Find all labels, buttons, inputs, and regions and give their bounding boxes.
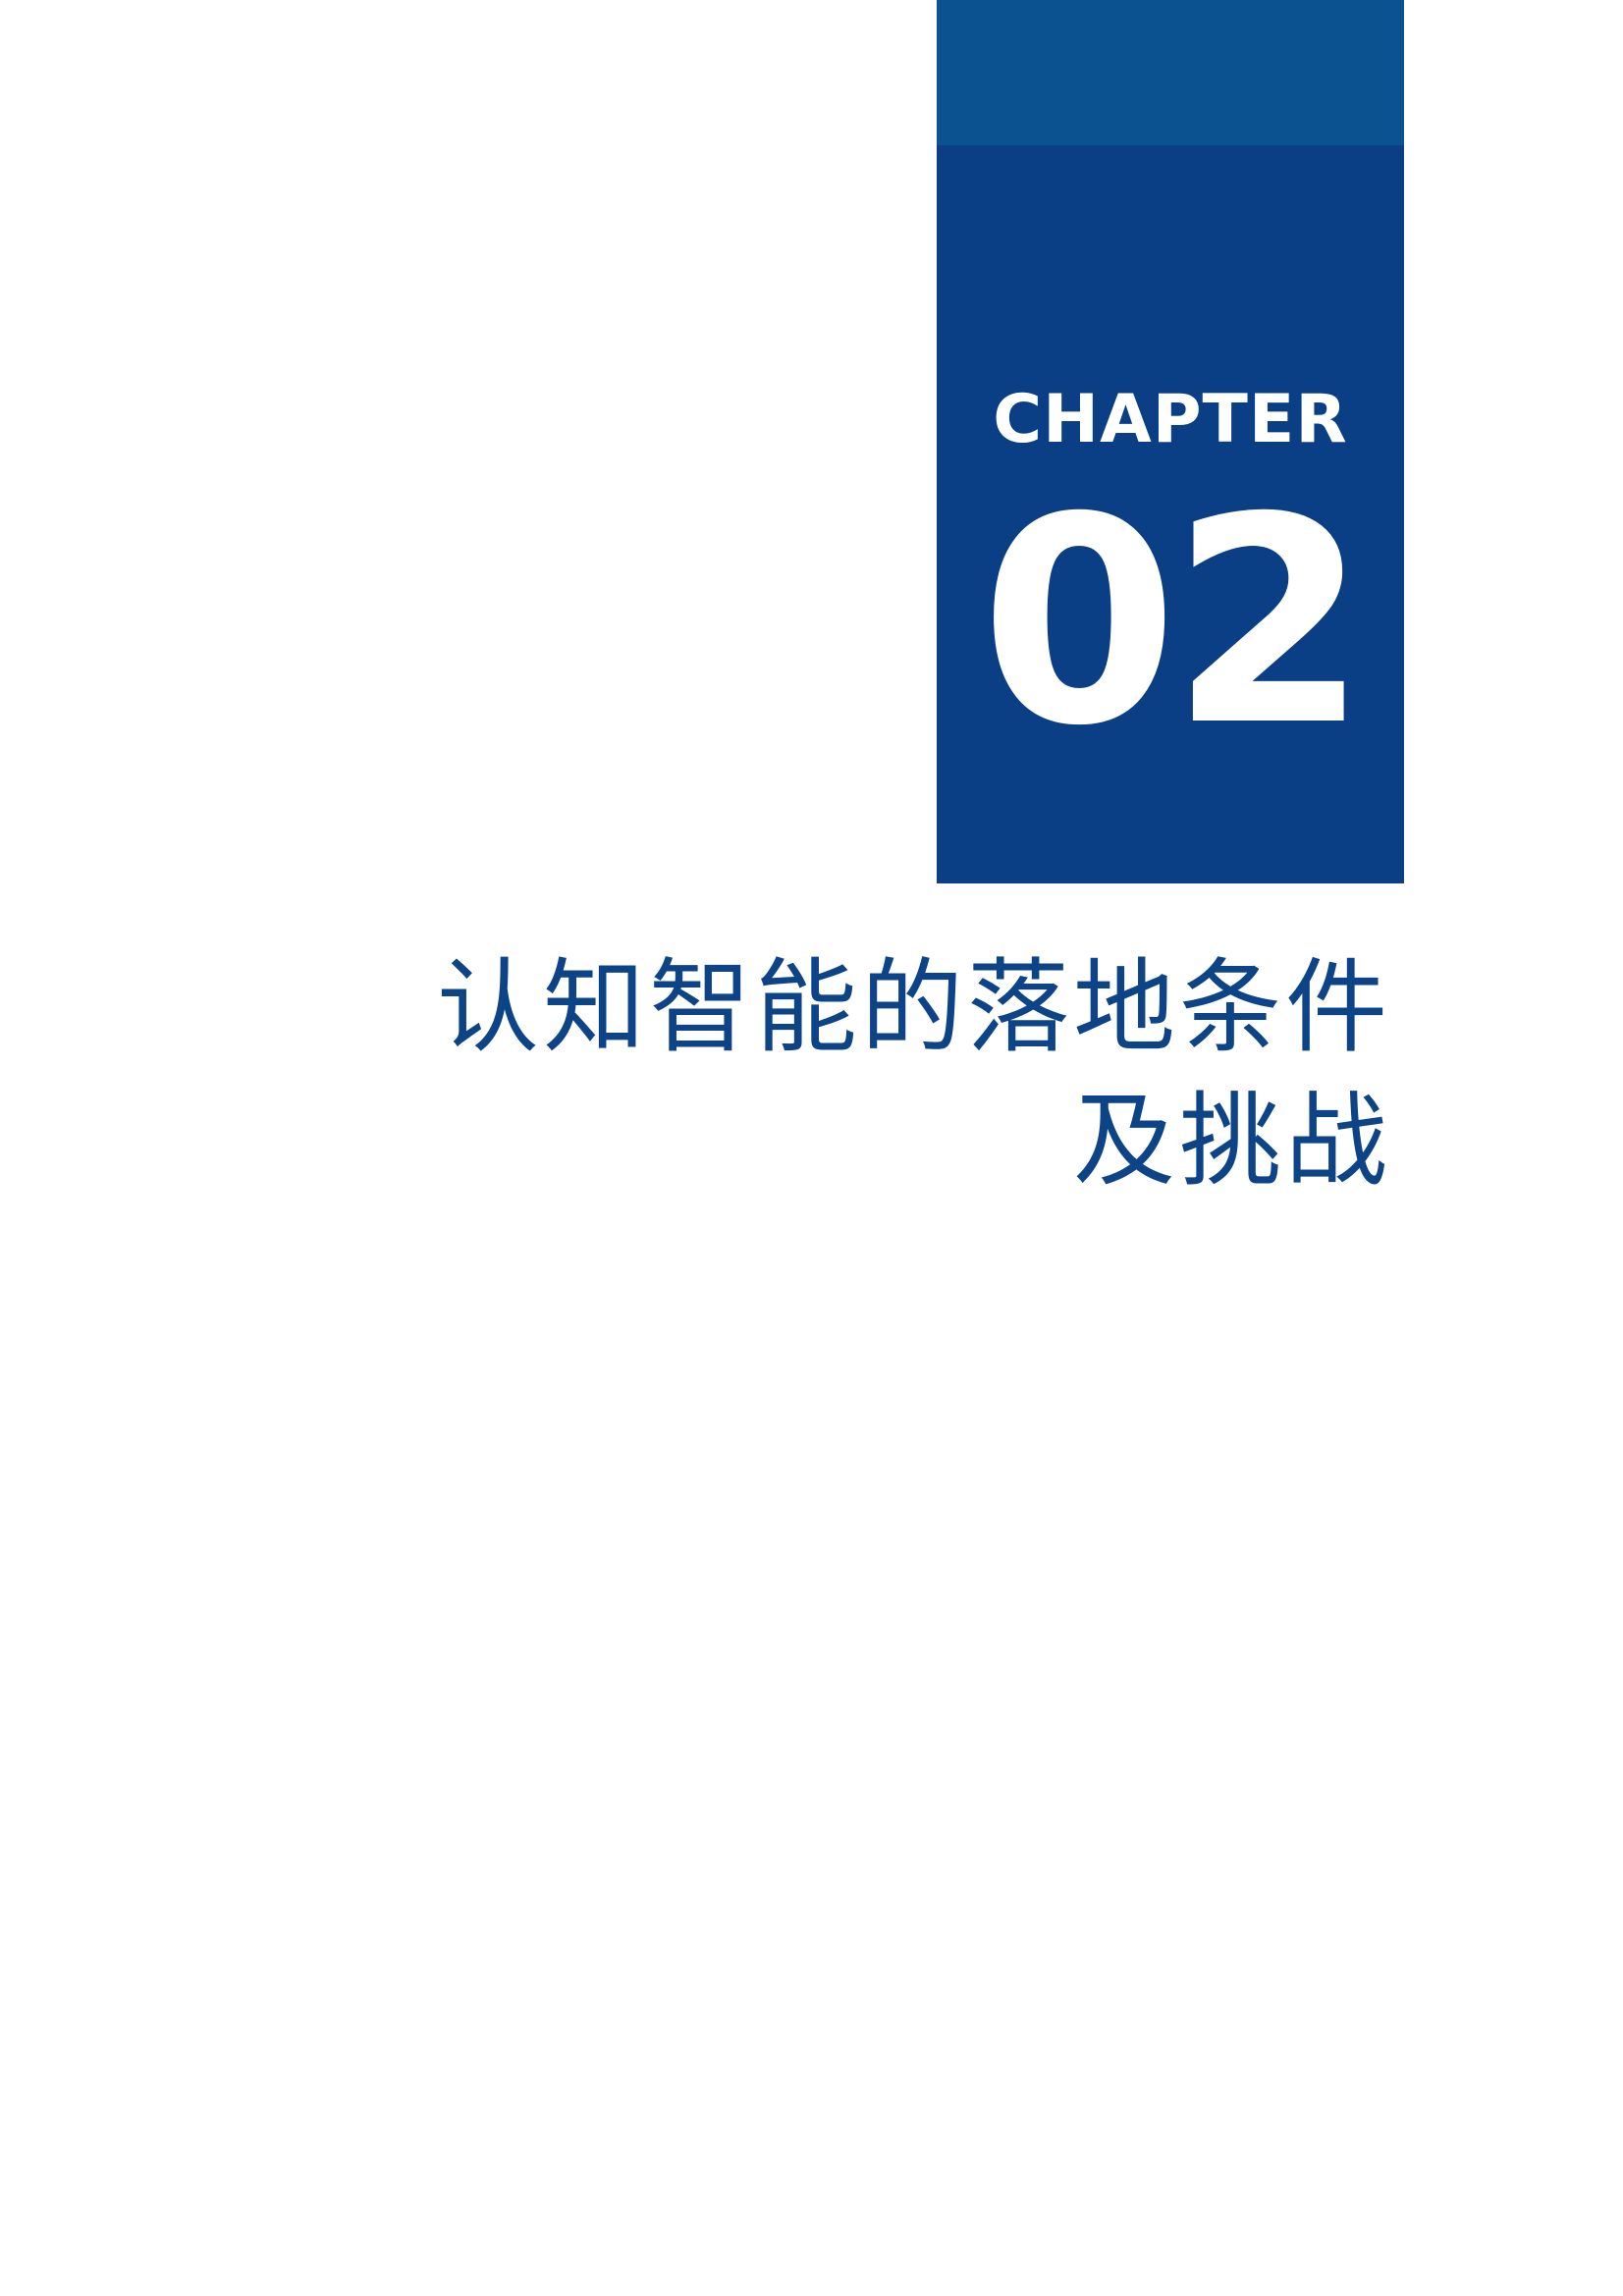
chapter-title-line-2: 及挑战 xyxy=(409,1074,1391,1207)
chapter-title-line-1: 认知智能的落地条件 xyxy=(409,940,1391,1074)
chapter-label: CHAPTER xyxy=(937,387,1404,454)
chapter-title: 认知智能的落地条件 及挑战 xyxy=(409,940,1391,1207)
chapter-number: 02 xyxy=(937,481,1404,766)
chapter-top-band xyxy=(937,0,1404,145)
chapter-block: CHAPTER 02 xyxy=(937,0,1404,883)
